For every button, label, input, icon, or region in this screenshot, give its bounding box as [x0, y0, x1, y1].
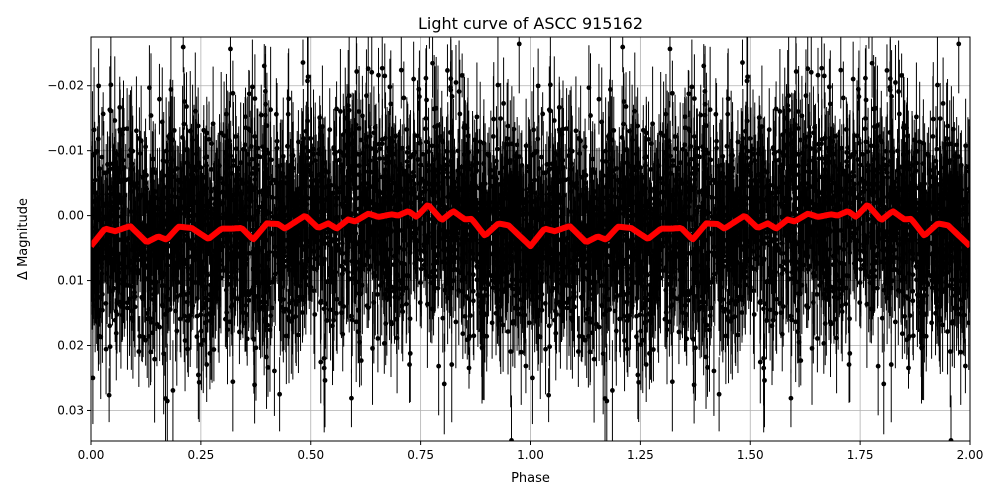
- data-point: [247, 91, 252, 96]
- data-point: [822, 74, 827, 79]
- data-point: [317, 115, 322, 120]
- data-point: [713, 112, 718, 117]
- data-point: [692, 382, 697, 387]
- data-point: [530, 376, 535, 381]
- data-point: [622, 338, 627, 343]
- data-point: [252, 382, 257, 387]
- data-point: [230, 379, 235, 384]
- data-point: [197, 380, 202, 385]
- data-point: [375, 336, 380, 341]
- data-point: [847, 362, 852, 367]
- data-point: [863, 126, 868, 131]
- data-point: [720, 154, 725, 159]
- data-point: [281, 154, 286, 159]
- data-point: [941, 101, 946, 106]
- data-point: [793, 24, 798, 29]
- data-point: [777, 301, 782, 306]
- data-point: [454, 80, 459, 85]
- data-point: [467, 366, 472, 371]
- data-point: [670, 91, 675, 96]
- data-point: [963, 364, 968, 369]
- data-point: [686, 91, 691, 96]
- data-point: [407, 362, 412, 367]
- data-point: [621, 122, 626, 127]
- data-point: [935, 83, 940, 88]
- data-point: [906, 366, 911, 371]
- data-point: [866, 26, 871, 31]
- data-point: [636, 380, 641, 385]
- data-point: [152, 357, 157, 362]
- data-point: [519, 350, 524, 355]
- data-point: [851, 77, 856, 82]
- data-point: [274, 112, 279, 117]
- data-point: [501, 101, 506, 106]
- data-point: [134, 128, 139, 133]
- data-point: [496, 83, 501, 88]
- data-point: [904, 337, 909, 342]
- data-point: [498, 116, 503, 121]
- data-point: [893, 80, 898, 85]
- data-point: [322, 366, 327, 371]
- data-point: [594, 322, 599, 327]
- data-point: [411, 77, 416, 82]
- data-point: [440, 316, 445, 321]
- data-point: [423, 126, 428, 131]
- data-point: [354, 24, 359, 29]
- data-point: [767, 127, 772, 132]
- data-point: [761, 366, 766, 371]
- data-point: [338, 301, 343, 306]
- data-point: [880, 316, 885, 321]
- data-point: [399, 68, 404, 73]
- data-point: [945, 124, 950, 129]
- data-point: [524, 364, 529, 369]
- data-point: [506, 124, 511, 129]
- data-point: [670, 379, 675, 384]
- data-point: [171, 388, 176, 393]
- data-point: [155, 322, 160, 327]
- data-point: [838, 68, 843, 73]
- data-point: [757, 115, 762, 120]
- data-point: [373, 125, 378, 130]
- data-point: [574, 128, 579, 133]
- data-point: [592, 357, 597, 362]
- data-point: [230, 91, 235, 96]
- data-point: [958, 350, 963, 355]
- data-point: [897, 112, 902, 117]
- data-point: [812, 125, 817, 130]
- data-point: [938, 116, 943, 121]
- data-point: [182, 122, 187, 127]
- data-point: [250, 84, 255, 89]
- data-point: [610, 388, 615, 393]
- data-point: [269, 157, 274, 162]
- data-point: [465, 337, 470, 342]
- data-point: [815, 336, 820, 341]
- data-point: [327, 127, 332, 132]
- data-point: [689, 84, 694, 89]
- data-point: [382, 74, 387, 79]
- data-point: [708, 157, 713, 162]
- data-point: [183, 338, 188, 343]
- data-point: [457, 112, 462, 117]
